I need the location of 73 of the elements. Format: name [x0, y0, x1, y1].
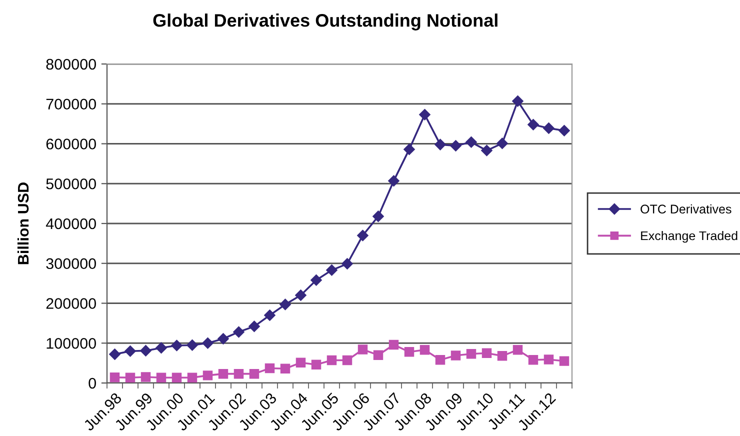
y-tick-label: 400000 — [46, 218, 96, 230]
point — [357, 230, 368, 242]
point — [434, 138, 446, 150]
point — [295, 290, 306, 301]
point — [202, 370, 213, 380]
point — [296, 358, 306, 368]
point — [248, 320, 260, 332]
y-tick-label: 300000 — [46, 258, 96, 270]
point — [140, 372, 151, 382]
y-axis-title: Billion USD — [17, 182, 29, 264]
point — [404, 347, 414, 357]
point — [558, 124, 570, 136]
y-tick-label: 500000 — [46, 178, 96, 190]
point — [186, 340, 198, 351]
point — [388, 175, 400, 186]
y-tick-label: 100000 — [46, 338, 96, 349]
point — [512, 345, 523, 355]
point — [110, 372, 120, 382]
y-tick-label: 600000 — [46, 138, 96, 150]
point — [125, 372, 136, 382]
chart-title: Global Derivatives Outstanding Notional — [153, 14, 498, 30]
point — [280, 298, 291, 310]
point — [249, 368, 260, 379]
point — [372, 210, 384, 222]
point — [450, 140, 462, 152]
point — [342, 258, 353, 270]
point — [466, 136, 477, 148]
point — [404, 144, 415, 155]
point — [326, 355, 337, 366]
point — [233, 326, 244, 338]
point — [466, 349, 476, 359]
point — [482, 348, 492, 358]
point — [156, 342, 167, 354]
legend-label: OTC Derivatives — [640, 204, 732, 214]
point — [171, 340, 182, 352]
point — [388, 340, 399, 350]
point — [124, 345, 136, 357]
y-tick-label: 700000 — [46, 98, 96, 110]
point — [187, 372, 198, 382]
point — [140, 345, 152, 356]
y-tick-label: 0 — [88, 378, 96, 389]
point — [450, 350, 461, 360]
point — [172, 372, 182, 382]
point — [264, 310, 276, 321]
legend-label: Exchange Traded — [641, 231, 738, 243]
y-tick-label: 800000 — [46, 58, 96, 70]
point — [528, 119, 539, 130]
point — [326, 264, 338, 276]
point — [419, 109, 430, 120]
point — [109, 348, 120, 360]
point — [218, 333, 229, 344]
point — [311, 360, 322, 370]
point — [512, 95, 524, 107]
point — [264, 363, 275, 374]
point — [528, 355, 538, 365]
point — [342, 355, 352, 366]
point — [544, 354, 554, 364]
point — [156, 372, 166, 382]
point — [218, 368, 228, 379]
point — [373, 350, 384, 360]
y-tick-label: 200000 — [46, 298, 96, 309]
point — [497, 351, 508, 361]
point — [202, 338, 214, 349]
point — [310, 274, 322, 286]
point — [496, 138, 508, 149]
point — [435, 355, 446, 365]
point — [543, 122, 554, 134]
point — [481, 144, 492, 156]
point — [420, 345, 430, 355]
point — [234, 368, 244, 379]
point — [559, 356, 570, 366]
point — [280, 364, 290, 374]
point — [358, 344, 368, 354]
